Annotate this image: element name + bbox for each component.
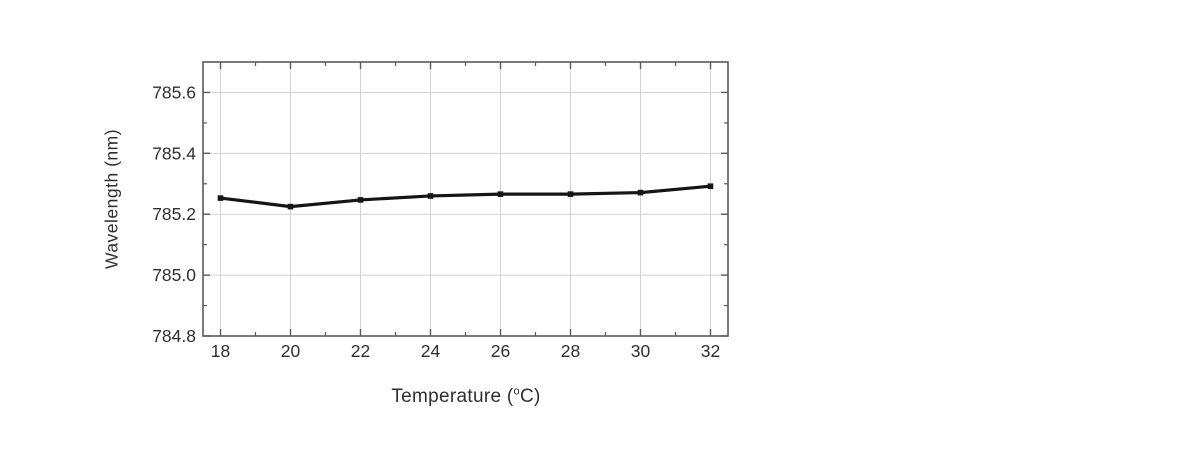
data-point-marker	[427, 193, 434, 199]
data-point-marker	[567, 191, 574, 197]
data-point-marker	[287, 203, 294, 210]
x-tick-label: 26	[491, 341, 510, 361]
y-axis-title-text: Wavelength (nm)	[101, 128, 122, 270]
data-point-marker	[217, 195, 224, 201]
data-point-marker	[357, 197, 364, 203]
x-tick-label: 32	[701, 341, 720, 361]
plot-frame	[202, 61, 729, 337]
x-tick-label: 28	[561, 341, 580, 361]
x-tick-label: 20	[281, 341, 301, 361]
data-line	[218, 184, 713, 209]
x-tick-label: 18	[211, 341, 230, 361]
x-tick-label: 30	[631, 341, 651, 361]
y-axis-title: Wavelength (nm)	[102, 129, 123, 269]
x-axis-title-suffix: C)	[519, 386, 541, 407]
degree-superscript: o	[513, 385, 520, 398]
x-axis-title: Temperature (oC)	[391, 386, 540, 408]
y-tick-label: 785.2	[152, 204, 196, 224]
y-tick-label: 784.8	[152, 326, 196, 346]
x-axis-title-prefix: Temperature (	[391, 386, 514, 407]
y-tick-label: 785.6	[152, 82, 196, 102]
data-point-marker	[497, 191, 504, 197]
y-tick-label: 785.4	[152, 143, 196, 163]
x-tick-label: 24	[421, 341, 441, 361]
data-point-marker	[707, 183, 714, 190]
x-tick-label: 22	[351, 341, 370, 361]
data-point-marker	[637, 189, 644, 196]
y-tick-label: 785.0	[152, 265, 196, 285]
